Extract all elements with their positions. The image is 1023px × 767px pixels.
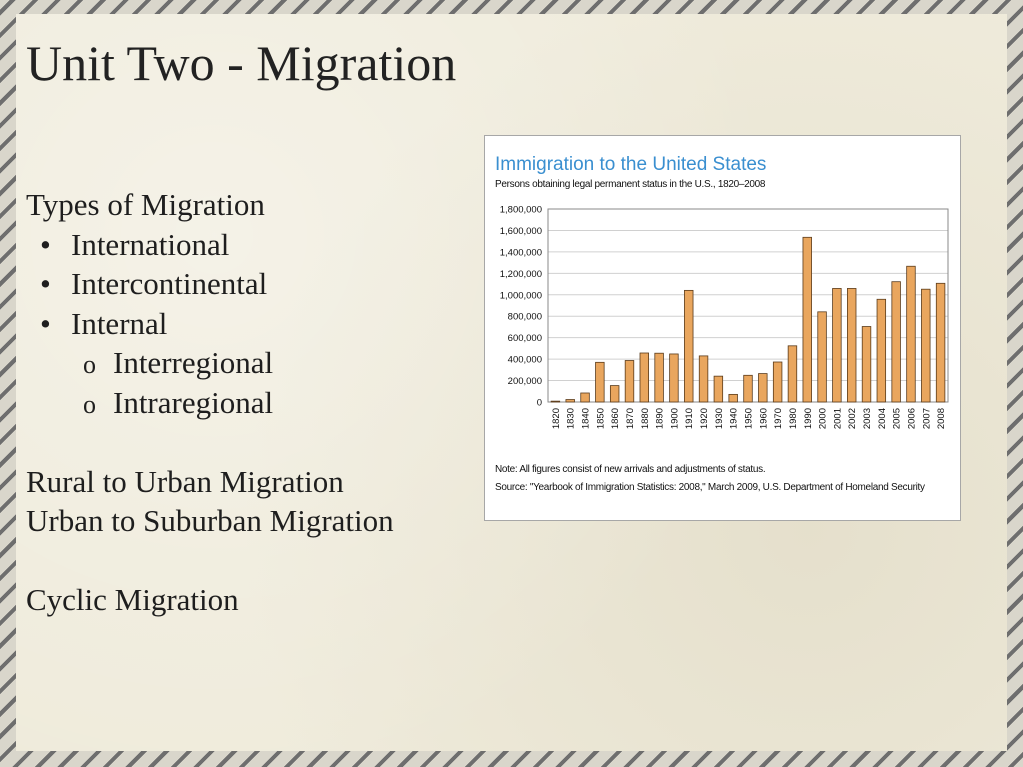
chart-subtitle: Persons obtaining legal permanent status…: [495, 179, 766, 190]
bullet-intercontinental: • Intercontinental: [26, 264, 394, 304]
x-tick-label: 2003: [862, 408, 873, 429]
sub-bullet-intraregional: o Intraregional: [26, 383, 394, 423]
x-tick-label: 2008: [936, 408, 947, 429]
x-tick-label: 1820: [551, 408, 562, 429]
x-tick-label: 1950: [744, 408, 755, 429]
y-tick-label: 1,200,000: [500, 269, 542, 280]
bar: [817, 311, 827, 403]
bar: [787, 345, 798, 403]
bar: [832, 288, 842, 403]
x-tick-label: 1900: [669, 408, 680, 429]
bar: [772, 361, 783, 403]
x-tick-label: 1880: [640, 408, 651, 429]
rural-urban-text: Rural to Urban Migration: [26, 463, 344, 499]
x-tick-label: 2004: [877, 408, 888, 429]
bar: [847, 288, 857, 403]
x-tick-label: 1850: [595, 408, 606, 429]
bar: [921, 288, 931, 403]
x-tick-label: 2001: [832, 408, 843, 429]
bar: [565, 399, 575, 403]
bar: [609, 385, 620, 403]
chart-title: Immigration to the United States: [495, 154, 767, 175]
x-tick-label: 1890: [655, 408, 666, 429]
bar: [669, 353, 679, 403]
bar: [595, 361, 605, 403]
x-tick-label: 1960: [758, 408, 769, 429]
x-tick-label: 2000: [818, 408, 829, 429]
bar: [906, 265, 916, 403]
bar: [876, 298, 887, 403]
y-tick-label: 800,000: [508, 312, 542, 323]
bar: [891, 281, 901, 403]
bar: [935, 282, 946, 403]
y-tick-label: 600,000: [508, 333, 542, 344]
sub-bullet-label: Intraregional: [113, 384, 274, 420]
x-tick-label: 1870: [625, 408, 636, 429]
x-tick-label: 1940: [729, 408, 740, 429]
spacer: [26, 422, 394, 462]
sub-bullet-marker: o: [83, 350, 96, 379]
urban-suburban-text: Urban to Suburban Migration: [26, 503, 394, 538]
x-tick-label: 2007: [921, 408, 932, 429]
bullet-marker: •: [40, 226, 51, 262]
y-tick-label: 200,000: [508, 376, 542, 387]
y-tick-label: 1,000,000: [500, 290, 542, 301]
immigration-chart-card: Immigration to the United States Persons…: [484, 135, 961, 521]
bar: [713, 375, 724, 403]
x-tick-label: 1970: [773, 408, 784, 429]
bar: [698, 355, 709, 403]
bar-chart: 0 200,000 400,000 600,000 800,000 1,000,000 1,…: [500, 205, 949, 429]
y-tick-label: 1,800,000: [500, 205, 542, 216]
bar: [639, 352, 649, 403]
x-tick-label: 1980: [788, 408, 799, 429]
bar: [624, 360, 635, 403]
y-tick-label: 0: [537, 398, 542, 409]
bullet-label: Internal: [71, 305, 168, 341]
x-tick-label: 1910: [684, 408, 695, 429]
bullet-label: Intercontinental: [71, 266, 268, 301]
bar: [802, 236, 812, 403]
x-tick-label: 2005: [892, 408, 903, 429]
x-tick-label: 2002: [847, 408, 858, 429]
bar: [550, 400, 561, 403]
types-heading: Types of Migration: [26, 187, 265, 222]
slide-body: Types of Migration • International • Inter…: [26, 185, 394, 620]
x-tick-label: 1860: [610, 408, 621, 429]
bar: [758, 373, 768, 403]
chart-note: Note: All figures consist of new arrival…: [495, 464, 766, 475]
x-tick-label: 1830: [566, 408, 577, 429]
chart-source: Source: "Yearbook of Immigration Statist…: [495, 482, 925, 493]
sub-bullet-interregional: o Interregional: [26, 343, 394, 383]
sub-bullet-label: Interregional: [113, 345, 274, 380]
bar: [654, 352, 664, 403]
y-tick-label: 1,600,000: [500, 226, 542, 237]
bullet-marker: •: [40, 305, 51, 341]
y-tick-label: 1,400,000: [500, 247, 542, 258]
spacer: [26, 541, 394, 581]
bullet-international: • International: [26, 225, 394, 265]
bar: [684, 289, 694, 403]
bar: [861, 326, 872, 403]
bullet-internal: • Internal: [26, 304, 394, 344]
x-tick-label: 1920: [699, 408, 710, 429]
bullet-marker: •: [40, 266, 51, 301]
y-tick-label: 400,000: [508, 355, 542, 366]
bar: [580, 392, 590, 403]
slide-title: Unit Two - Migration: [26, 35, 457, 91]
bar: [743, 374, 753, 403]
x-tick-label: 1840: [581, 408, 592, 429]
cyclic-text: Cyclic Migration: [26, 582, 239, 617]
x-tick-label: 1930: [714, 408, 725, 429]
bar: [728, 393, 738, 403]
plot-area: [547, 208, 949, 403]
x-tick-label: 1990: [803, 408, 814, 429]
sub-bullet-marker: o: [83, 389, 96, 419]
bullet-label: International: [71, 226, 230, 262]
x-tick-label: 2006: [906, 408, 917, 429]
